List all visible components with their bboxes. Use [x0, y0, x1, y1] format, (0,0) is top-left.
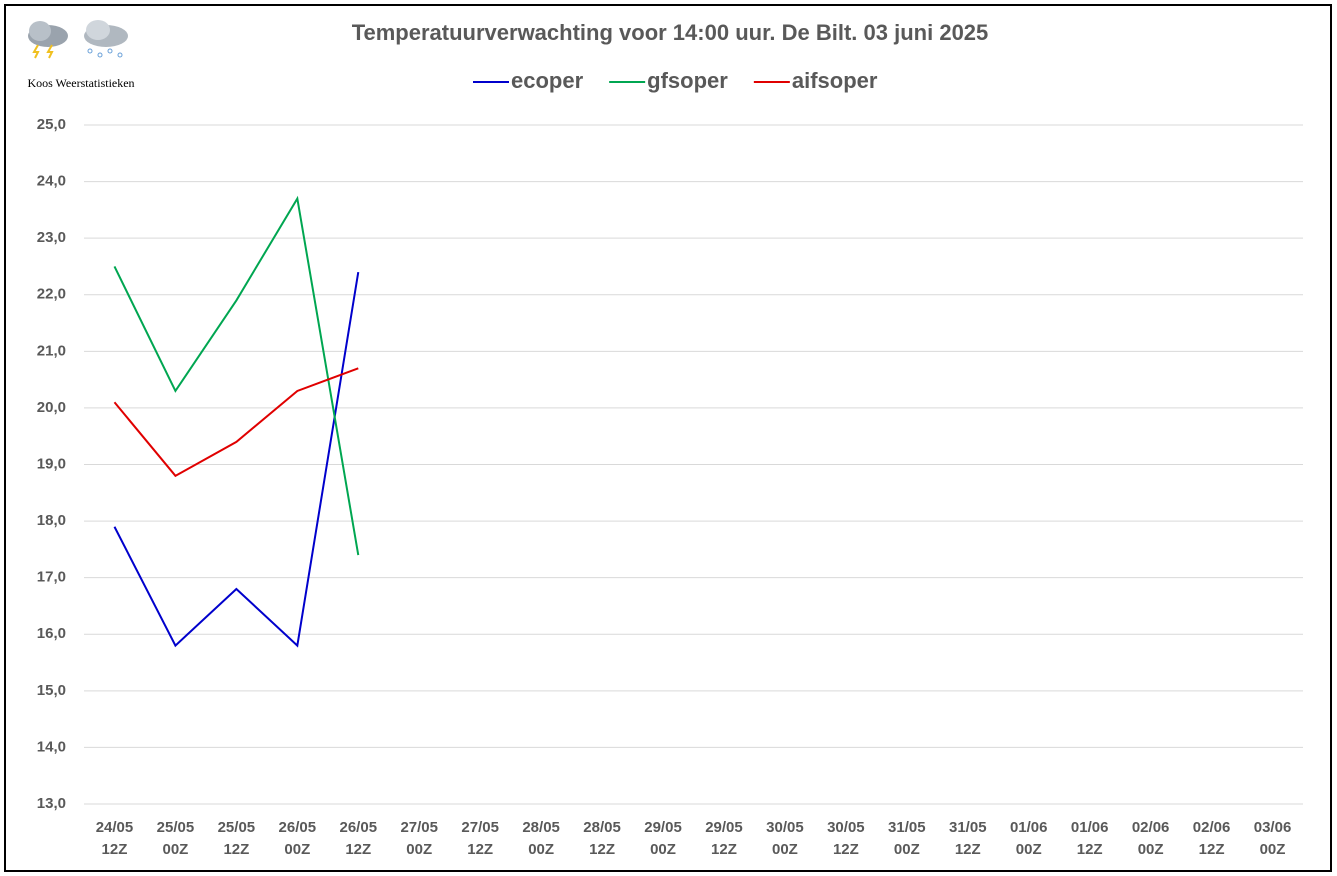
logo-icons: [28, 20, 128, 59]
y-tick-label: 22,0: [37, 286, 66, 303]
legend-label: aifsoper: [792, 68, 878, 93]
x-tick-label: 02/06 00Z: [1132, 819, 1170, 858]
y-tick-label: 16,0: [37, 625, 66, 642]
watermark: Koos Weerstatistieken: [27, 76, 134, 90]
series-line: [113, 367, 359, 478]
x-tick-label: 01/06 00Z: [1010, 819, 1048, 858]
x-tick-label: 26/05 12Z: [340, 819, 378, 858]
y-tick-label: 25,0: [37, 116, 66, 133]
legend-label: gfsoper: [647, 68, 728, 93]
x-tick-label: 03/06 00Z: [1254, 819, 1292, 858]
chart-title: Temperatuurverwachting voor 14:00 uur. D…: [352, 20, 989, 45]
y-tick-label: 13,0: [37, 795, 66, 812]
x-tick-label: 25/05 00Z: [157, 819, 195, 858]
series-line: [113, 271, 360, 648]
y-tick-label: 21,0: [37, 342, 66, 359]
frame: [4, 4, 1332, 872]
x-tick-label: 27/05 12Z: [461, 819, 499, 858]
x-tick-label: 28/05 12Z: [583, 819, 621, 858]
y-tick-label: 14,0: [37, 738, 66, 755]
x-tick-label: 29/05 00Z: [644, 819, 682, 858]
x-tick-label: 25/05 12Z: [218, 819, 256, 858]
y-tick-label: 18,0: [37, 512, 66, 529]
legend-label: ecoper: [511, 68, 584, 93]
x-tick-label: 28/05 00Z: [522, 819, 560, 858]
x-tick-label: 27/05 00Z: [400, 819, 438, 858]
y-tick-label: 23,0: [37, 229, 66, 246]
x-tick-label: 29/05 12Z: [705, 819, 743, 858]
series-line: [113, 195, 360, 556]
y-tick-label: 19,0: [37, 455, 66, 472]
y-tick-label: 15,0: [37, 682, 66, 699]
x-tick-label: 30/05 12Z: [827, 819, 865, 858]
x-tick-label: 02/06 12Z: [1193, 819, 1231, 858]
x-tick-label: 24/05 12Z: [96, 819, 134, 858]
x-tick-label: 26/05 00Z: [279, 819, 317, 858]
y-tick-label: 17,0: [37, 569, 66, 586]
x-tick-label: 30/05 00Z: [766, 819, 804, 858]
y-tick-label: 20,0: [37, 399, 66, 416]
x-tick-label: 31/05 12Z: [949, 819, 987, 858]
x-tick-label: 01/06 12Z: [1071, 819, 1109, 858]
y-tick-label: 24,0: [37, 173, 66, 190]
x-tick-label: 31/05 00Z: [888, 819, 926, 858]
